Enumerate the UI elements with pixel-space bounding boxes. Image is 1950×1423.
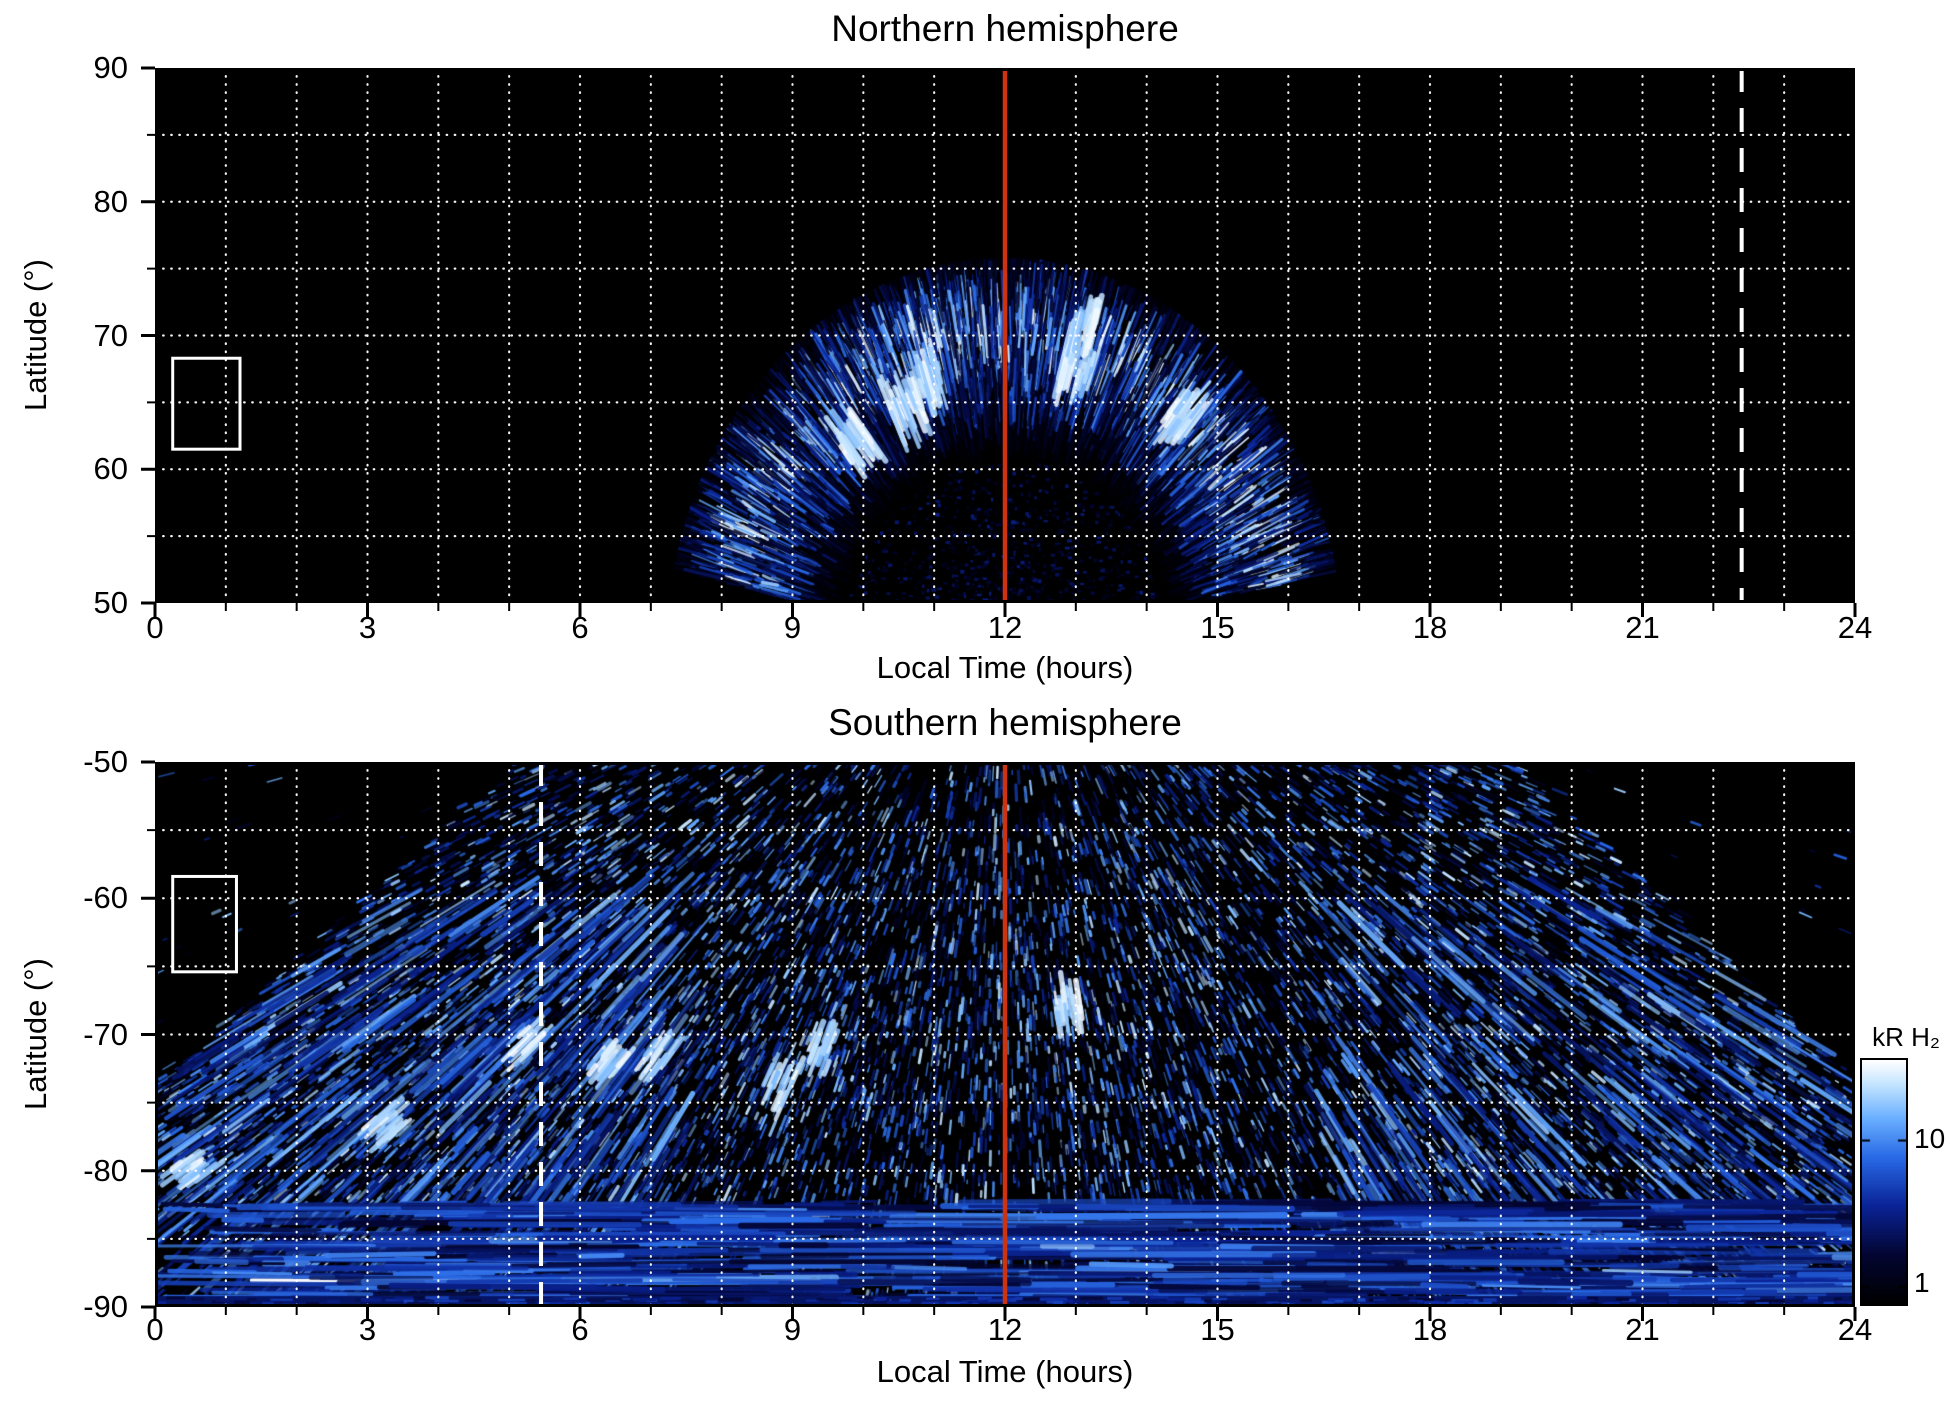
x-tick-label: 24 (1837, 1312, 1873, 1347)
plot-frame (155, 68, 1855, 603)
x-tick-label: 15 (1200, 1312, 1235, 1347)
plot-frame (155, 762, 1855, 1307)
x-tick-label: 0 (146, 610, 164, 645)
south-x-axis-label: Local Time (hours) (876, 1354, 1134, 1389)
selection-box (171, 874, 238, 974)
x-tick-label: 12 (987, 610, 1023, 645)
x-tick-label: 21 (1625, 1312, 1660, 1347)
y-tick-label: -70 (83, 1016, 128, 1052)
x-tick-label: 0 (146, 1312, 164, 1347)
colorbar-label: kR H₂ (1872, 1022, 1940, 1052)
selection-box (171, 356, 242, 451)
x-tick-label: 18 (1412, 610, 1448, 645)
colorbar-gradient (1860, 1058, 1908, 1306)
y-tick-label: -90 (83, 1289, 128, 1324)
north-plot-overlay (141, 66, 1857, 617)
x-tick-label: 15 (1200, 610, 1235, 645)
south-title: Southern hemisphere (828, 702, 1182, 743)
x-tick-label: 3 (358, 1312, 377, 1347)
y-tick-label: 50 (93, 585, 128, 620)
y-tick-label: 70 (93, 317, 128, 353)
x-tick-label: 9 (783, 610, 802, 645)
south-y-tick-labels: -50 -60 -70 -80 -90 (0, 744, 142, 1324)
x-tick-label: 24 (1837, 610, 1873, 645)
colorbar: kR H₂ 10 1 (1858, 1022, 1950, 1322)
x-tick-label: 6 (571, 610, 589, 645)
north-plot-area (141, 66, 1857, 617)
north-x-tick-labels: 0 3 6 9 12 15 18 21 24 (146, 610, 1872, 652)
y-tick-label: -50 (83, 744, 128, 779)
x-tick-label: 12 (987, 1312, 1023, 1347)
colorbar-tick-label: 10 (1914, 1123, 1946, 1155)
y-tick-label: -80 (83, 1152, 128, 1188)
y-tick-label: 60 (93, 451, 128, 487)
y-tick-label: -60 (83, 880, 128, 916)
y-tick-label: 90 (93, 50, 128, 85)
x-tick-label: 9 (783, 1312, 802, 1347)
south-plot-overlay (141, 760, 1857, 1321)
x-tick-label: 21 (1625, 610, 1660, 645)
y-tick-label: 80 (93, 183, 128, 219)
north-x-axis-label: Local Time (hours) (876, 650, 1134, 685)
south-plot-area (141, 760, 1857, 1321)
x-tick-label: 6 (571, 1312, 589, 1347)
colorbar-tick-label: 1 (1914, 1267, 1930, 1299)
south-x-tick-labels: 0 3 6 9 12 15 18 21 24 (146, 1312, 1872, 1354)
north-title: Northern hemisphere (831, 8, 1179, 49)
x-tick-label: 18 (1412, 1312, 1448, 1347)
x-tick-label: 3 (358, 610, 377, 645)
north-y-tick-labels: 90 80 70 60 50 (0, 50, 142, 620)
